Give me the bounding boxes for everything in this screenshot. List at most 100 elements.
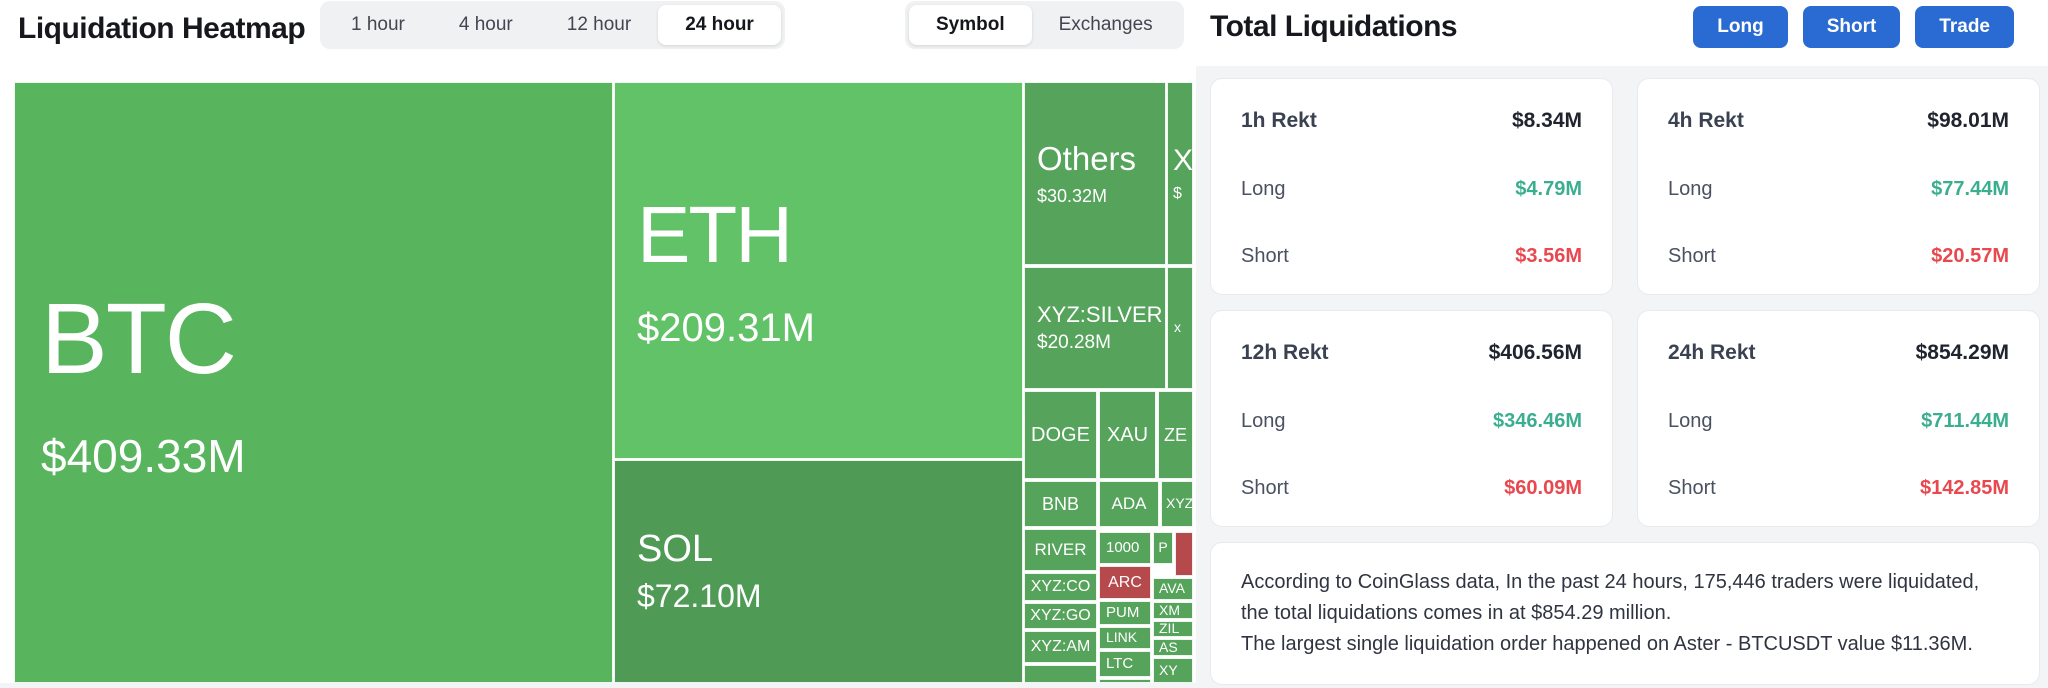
cell-symbol: SOL [637, 528, 714, 571]
cell-symbol: RIVER [1034, 540, 1087, 560]
short-value: $3.56M [1515, 245, 1582, 267]
treemap-cell-x-truncated-2[interactable]: x [1167, 267, 1193, 389]
long-button[interactable]: Long [1693, 6, 1788, 48]
cell-symbol: BNB [1041, 493, 1079, 514]
card-total: $8.34M [1511, 109, 1582, 132]
treemap-cell-ZIL[interactable]: ZIL [1153, 621, 1193, 637]
cell-value: $20.28M [1037, 332, 1111, 354]
treemap-cell-AVA[interactable]: AVA [1153, 578, 1193, 600]
long-row: Long $346.46M [1241, 410, 1582, 433]
treemap-cell-ADA[interactable]: ADA [1099, 481, 1159, 527]
card-header-row: 4h Rekt $98.01M [1668, 109, 2009, 133]
tab-24-hour[interactable]: 24 hour [658, 5, 781, 45]
short-row: Short $142.85M [1668, 477, 2009, 500]
cell-symbol: LINK [1106, 629, 1138, 646]
treemap-cell-sliver-bottom-mid[interactable] [1099, 679, 1151, 683]
treemap-cell-sliver-bottom-left[interactable] [1024, 665, 1097, 683]
cell-symbol: XYZ:AM [1030, 638, 1091, 656]
treemap-cell-ZE-truncated[interactable]: ZE [1158, 391, 1193, 479]
cell-symbol: X [1173, 143, 1193, 177]
long-label: Long [1241, 409, 1286, 432]
long-value: $77.44M [1931, 177, 2009, 200]
long-row: Long $4.79M [1241, 178, 1582, 201]
short-value: $142.85M [1920, 477, 2009, 499]
cell-symbol: AS [1159, 639, 1178, 655]
treemap-cell-LINK[interactable]: LINK [1099, 627, 1151, 649]
short-label: Short [1668, 477, 1716, 499]
treemap-cell-XY-truncated[interactable]: XY [1153, 658, 1193, 683]
long-row: Long $711.44M [1668, 410, 2009, 433]
short-label: Short [1241, 245, 1289, 267]
cell-symbol: AVA [1159, 580, 1185, 597]
cell-symbol: P [1158, 539, 1168, 556]
treemap-cell-ETH[interactable]: ETH $209.31M [614, 82, 1023, 459]
cell-value: $30.32M [1037, 185, 1108, 206]
treemap-cell-Others[interactable]: Others $30.32M [1024, 82, 1166, 265]
cell-value: $409.33M [41, 429, 246, 482]
treemap-cell-P-truncated[interactable]: P [1153, 532, 1173, 564]
summary-line-1: According to CoinGlass data, In the past… [1241, 571, 1980, 624]
tab-symbol[interactable]: Symbol [909, 5, 1032, 45]
treemap-cell-ARC[interactable]: ARC [1099, 566, 1151, 599]
cell-symbol: ZIL [1159, 621, 1180, 637]
tab-4-hour[interactable]: 4 hour [458, 14, 513, 35]
header-action-buttons: Long Short Trade [1693, 6, 2014, 48]
treemap-cell-XYZ-GO[interactable]: XYZ:GO [1024, 603, 1097, 629]
treemap-cell-XYZ-CO[interactable]: XYZ:CO [1024, 573, 1097, 601]
short-value: $20.57M [1931, 245, 2009, 267]
short-row: Short $20.57M [1668, 245, 2009, 268]
rekt-card-12h: 12h Rekt $406.56M Long $346.46M Short $6… [1210, 310, 1613, 527]
treemap-cell-X-truncated[interactable]: X $ [1167, 82, 1193, 265]
treemap-cell-XYZ-SILVER[interactable]: XYZ:SILVER $20.28M [1024, 267, 1166, 389]
treemap-cell-XYZ-AM[interactable]: XYZ:AM [1024, 631, 1097, 663]
cell-symbol: XYZ:CO [1030, 578, 1091, 596]
long-value: $4.79M [1515, 177, 1582, 200]
cell-symbol: XAU [1106, 423, 1149, 446]
treemap-cell-BTC[interactable]: BTC $409.33M [14, 82, 613, 683]
cell-symbol: DOGE [1031, 423, 1090, 446]
tab-12-hour[interactable]: 12 hour [566, 14, 632, 35]
card-title: 12h Rekt [1241, 341, 1329, 364]
cell-symbol: XYZ:GO [1030, 607, 1091, 625]
card-header-row: 24h Rekt $854.29M [1668, 341, 2009, 365]
treemap-cell-XYZ-truncated[interactable]: XYZ [1161, 481, 1193, 527]
cell-symbol: PUM [1106, 603, 1140, 621]
rekt-card-1h: 1h Rekt $8.34M Long $4.79M Short $3.56M [1210, 78, 1613, 295]
treemap-cell-AS-truncated[interactable]: AS [1153, 639, 1193, 656]
treemap-cell-BNB[interactable]: BNB [1024, 481, 1097, 527]
trade-button[interactable]: Trade [1915, 6, 2014, 48]
view-mode-tabs: Symbol Exchanges [905, 1, 1184, 49]
cell-symbol: ARC [1108, 573, 1142, 591]
short-row: Short $60.09M [1241, 477, 1582, 500]
card-header-row: 12h Rekt $406.56M [1241, 341, 1582, 365]
tab-1-hour[interactable]: 1 hour [351, 14, 405, 35]
long-label: Long [1241, 177, 1286, 200]
treemap-cell-red-truncated[interactable] [1175, 532, 1193, 576]
treemap-cell-RIVER[interactable]: RIVER [1024, 529, 1097, 571]
cell-symbol: Others [1037, 139, 1137, 177]
timeframe-tabs: 1 hour 4 hour 12 hour 24 hour [320, 1, 785, 49]
card-total: $98.01M [1927, 109, 2009, 132]
cell-symbol: XM [1159, 602, 1180, 618]
liquidation-summary-box: According to CoinGlass data, In the past… [1210, 542, 2040, 685]
treemap-cell-1000-truncated[interactable]: 1000 [1099, 532, 1151, 564]
long-label: Long [1668, 177, 1713, 200]
cell-symbol: ADA [1111, 494, 1147, 514]
cell-symbol: LTC [1106, 654, 1134, 672]
card-title: 1h Rekt [1241, 109, 1317, 132]
treemap-cell-XAU[interactable]: XAU [1099, 391, 1156, 479]
long-value: $346.46M [1493, 409, 1582, 432]
tab-exchanges[interactable]: Exchanges [1058, 14, 1153, 35]
long-row: Long $77.44M [1668, 178, 2009, 201]
treemap-cell-DOGE[interactable]: DOGE [1024, 391, 1097, 479]
treemap-cell-PUM-truncated[interactable]: PUM [1099, 601, 1151, 625]
summary-line-2: The largest single liquidation order hap… [1241, 633, 1973, 655]
card-title: 4h Rekt [1668, 109, 1744, 132]
short-button[interactable]: Short [1802, 6, 1901, 48]
treemap-cell-LTC[interactable]: LTC [1099, 651, 1151, 677]
cell-symbol: BTC [41, 282, 237, 395]
treemap-cell-SOL[interactable]: SOL $72.10M [614, 460, 1023, 683]
cell-value: $209.31M [637, 305, 815, 350]
treemap-cell-XM-truncated[interactable]: XM [1153, 602, 1193, 619]
